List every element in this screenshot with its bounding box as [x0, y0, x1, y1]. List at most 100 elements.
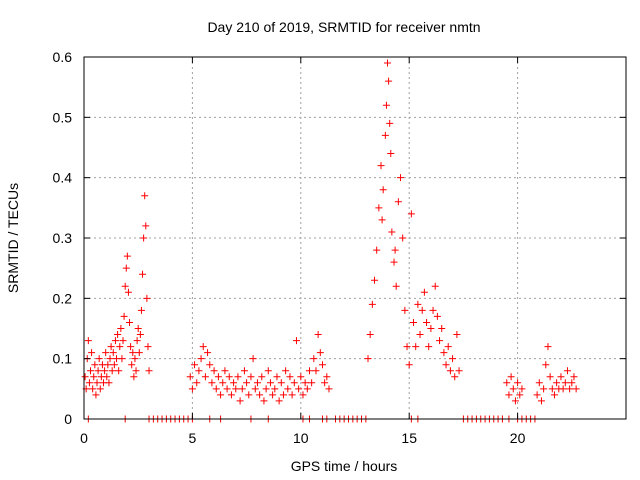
data-point: [503, 379, 511, 387]
data-point: [572, 385, 580, 393]
y-axis-label: SRMTID / TECUs: [5, 183, 21, 293]
data-point: [429, 306, 437, 314]
data-point: [416, 331, 424, 339]
data-point: [128, 361, 136, 369]
data-point: [518, 385, 526, 393]
data-point: [273, 373, 281, 381]
data-point: [305, 367, 313, 375]
data-point: [130, 373, 138, 381]
data-point: [295, 385, 303, 393]
data-point: [412, 343, 420, 351]
y-axis-ticks: 0 0.1 0.2 0.3 0.4 0.5 0.6: [53, 49, 626, 427]
x-axis-ticks: 0 5 10 15 20: [80, 57, 526, 446]
data-point: [290, 379, 298, 387]
data-point: [139, 270, 147, 278]
data-point: [140, 234, 148, 242]
data-point: [537, 397, 545, 405]
data-point: [433, 312, 441, 320]
data-point: [193, 379, 201, 387]
data-point: [111, 337, 119, 345]
data-point: [410, 318, 418, 326]
data-point: [81, 373, 89, 381]
data-point: [262, 385, 270, 393]
data-point: [137, 306, 145, 314]
data-point: [191, 361, 199, 369]
data-point: [117, 325, 125, 332]
data-point: [535, 379, 543, 387]
data-point: [108, 367, 116, 375]
data-point: [325, 385, 333, 393]
data-point: [509, 385, 517, 393]
data-point: [427, 325, 435, 332]
data-point: [286, 373, 294, 381]
data-point: [85, 379, 93, 387]
data-point: [240, 367, 248, 375]
data-point: [258, 373, 266, 381]
y-tick-label: 0.6: [53, 49, 73, 65]
data-point: [403, 343, 411, 351]
data-point: [384, 59, 392, 67]
data-point: [197, 355, 205, 363]
data-point: [132, 367, 140, 375]
data-point: [131, 355, 139, 363]
data-point: [109, 349, 117, 357]
data-point: [232, 385, 240, 393]
x-tick-label: 20: [510, 430, 526, 446]
data-point: [388, 228, 396, 236]
data-point: [446, 367, 454, 375]
data-point: [92, 391, 100, 399]
data-point: [557, 373, 565, 381]
data-point: [553, 379, 561, 387]
data-point: [381, 131, 389, 139]
y-tick-label: 0.4: [53, 170, 73, 186]
data-point: [135, 349, 143, 357]
data-point: [423, 318, 431, 326]
data-point: [391, 246, 399, 254]
data-point: [89, 385, 97, 393]
data-point: [199, 343, 207, 351]
data-point: [141, 192, 149, 200]
data-point: [217, 391, 225, 399]
data-point: [436, 337, 444, 345]
data-point: [195, 367, 203, 375]
data-point: [106, 355, 114, 363]
data-point: [568, 379, 576, 387]
data-point: [129, 349, 137, 357]
x-tick-label: 0: [80, 430, 88, 446]
data-point: [387, 150, 395, 158]
data-point: [271, 385, 279, 393]
data-point: [118, 355, 126, 363]
data-point: [208, 379, 216, 387]
data-point: [321, 379, 329, 387]
data-point: [91, 361, 99, 369]
data-point: [104, 361, 112, 369]
data-point: [378, 216, 386, 224]
y-tick-label: 0.1: [53, 351, 73, 367]
data-point: [114, 331, 122, 339]
data-point: [303, 385, 311, 393]
data-point: [126, 318, 134, 326]
data-point: [210, 367, 218, 375]
data-point: [544, 343, 552, 351]
data-point: [105, 379, 113, 387]
data-point: [243, 379, 251, 387]
data-point: [90, 373, 98, 381]
data-point: [223, 385, 231, 393]
data-point: [279, 391, 287, 399]
data-point: [277, 379, 285, 387]
data-point: [219, 379, 227, 387]
data-point: [394, 198, 402, 206]
data-point: [214, 373, 222, 381]
grid-lines: [84, 57, 626, 419]
data-point: [288, 391, 296, 399]
data-point: [247, 373, 255, 381]
data-point: [392, 282, 400, 290]
data-point: [368, 300, 376, 308]
data-point: [212, 385, 220, 393]
data-point: [401, 306, 409, 314]
data-point: [133, 337, 141, 345]
data-point: [234, 373, 242, 381]
data-point: [377, 162, 385, 170]
data-point: [134, 325, 142, 332]
